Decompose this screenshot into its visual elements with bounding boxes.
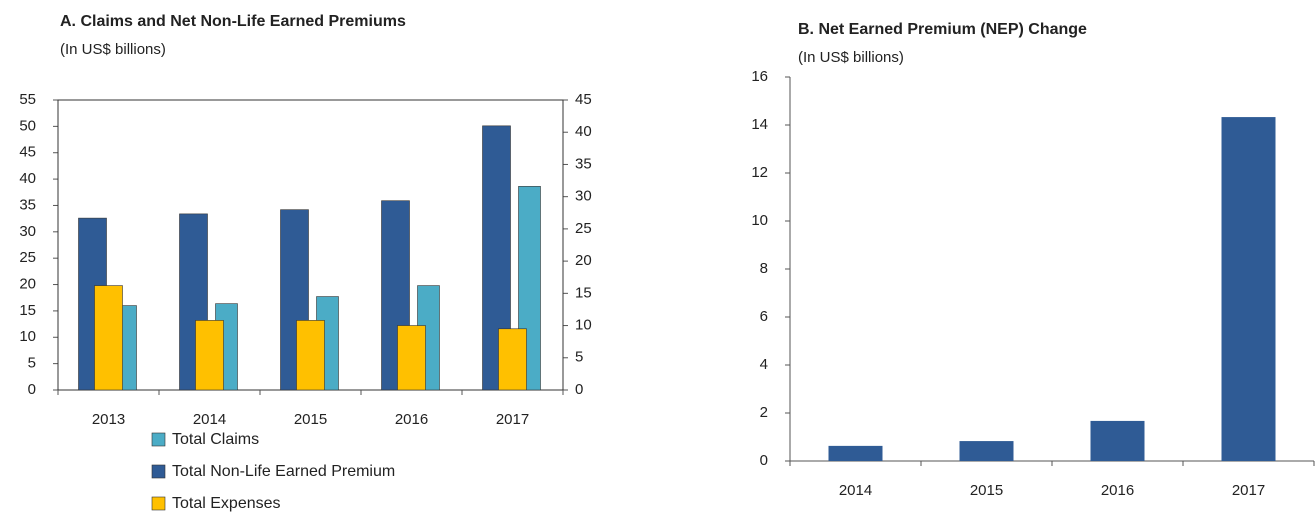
bar <box>959 441 1014 461</box>
x-tick-label: 2015 <box>970 482 1003 499</box>
y-tick-label: 5 <box>28 355 36 372</box>
x-tick-label: 2014 <box>193 411 226 428</box>
x-tick-label: 2014 <box>839 482 872 499</box>
bar <box>195 320 224 391</box>
bar <box>828 445 883 461</box>
legend-label: Total Non-Life Earned Premium <box>172 463 395 480</box>
y-tick-label: 50 <box>19 117 36 134</box>
bar <box>498 328 527 391</box>
y-tick-label: 4 <box>760 356 768 373</box>
y2-tick-label: 30 <box>575 188 592 205</box>
y2-tick-label: 25 <box>575 220 592 237</box>
x-tick-label: 2016 <box>395 411 428 428</box>
x-tick-label: 2016 <box>1101 482 1134 499</box>
y-tick-label: 35 <box>19 196 36 213</box>
chart-title: A. Claims and Net Non-Life Earned Premiu… <box>60 13 406 30</box>
y-tick-label: 14 <box>751 116 768 133</box>
y-tick-label: 15 <box>19 302 36 319</box>
x-tick-label: 2017 <box>496 411 529 428</box>
legend-label: Total Claims <box>172 431 259 448</box>
x-tick-label: 2013 <box>92 411 125 428</box>
y-tick-label: 8 <box>760 260 768 277</box>
y-tick-label: 6 <box>760 308 768 325</box>
y-tick-label: 0 <box>28 381 36 398</box>
y-tick-label: 55 <box>19 91 36 108</box>
chart-title: B. Net Earned Premium (NEP) Change <box>798 21 1087 38</box>
y-tick-label: 12 <box>751 164 768 181</box>
y2-tick-label: 20 <box>575 252 592 269</box>
y2-tick-label: 35 <box>575 155 592 172</box>
y-tick-label: 10 <box>19 328 36 345</box>
bar <box>94 285 123 391</box>
y-tick-label: 16 <box>751 68 768 85</box>
y2-tick-label: 40 <box>575 123 592 140</box>
bar <box>1221 117 1276 461</box>
y-tick-label: 40 <box>19 170 36 187</box>
y-tick-label: 30 <box>19 223 36 240</box>
y2-tick-label: 10 <box>575 317 592 334</box>
y2-tick-label: 15 <box>575 284 592 301</box>
y-tick-label: 25 <box>19 249 36 266</box>
bar <box>296 320 325 391</box>
y2-tick-label: 5 <box>575 349 583 366</box>
chart-subtitle: (In US$ billions) <box>60 41 166 58</box>
y2-tick-label: 45 <box>575 91 592 108</box>
y-tick-label: 10 <box>751 212 768 229</box>
y-tick-label: 2 <box>760 404 768 421</box>
x-tick-label: 2017 <box>1232 482 1265 499</box>
legend-swatch <box>151 464 166 479</box>
y-tick-label: 0 <box>760 452 768 469</box>
legend-label: Total Expenses <box>172 495 281 512</box>
y-tick-label: 45 <box>19 144 36 161</box>
bar <box>1090 420 1145 461</box>
bar <box>397 325 426 391</box>
legend-swatch <box>151 496 166 511</box>
x-tick-label: 2015 <box>294 411 327 428</box>
legend-swatch <box>151 432 166 447</box>
y-tick-label: 20 <box>19 276 36 293</box>
y2-tick-label: 0 <box>575 381 583 398</box>
chart-subtitle: (In US$ billions) <box>798 49 904 66</box>
